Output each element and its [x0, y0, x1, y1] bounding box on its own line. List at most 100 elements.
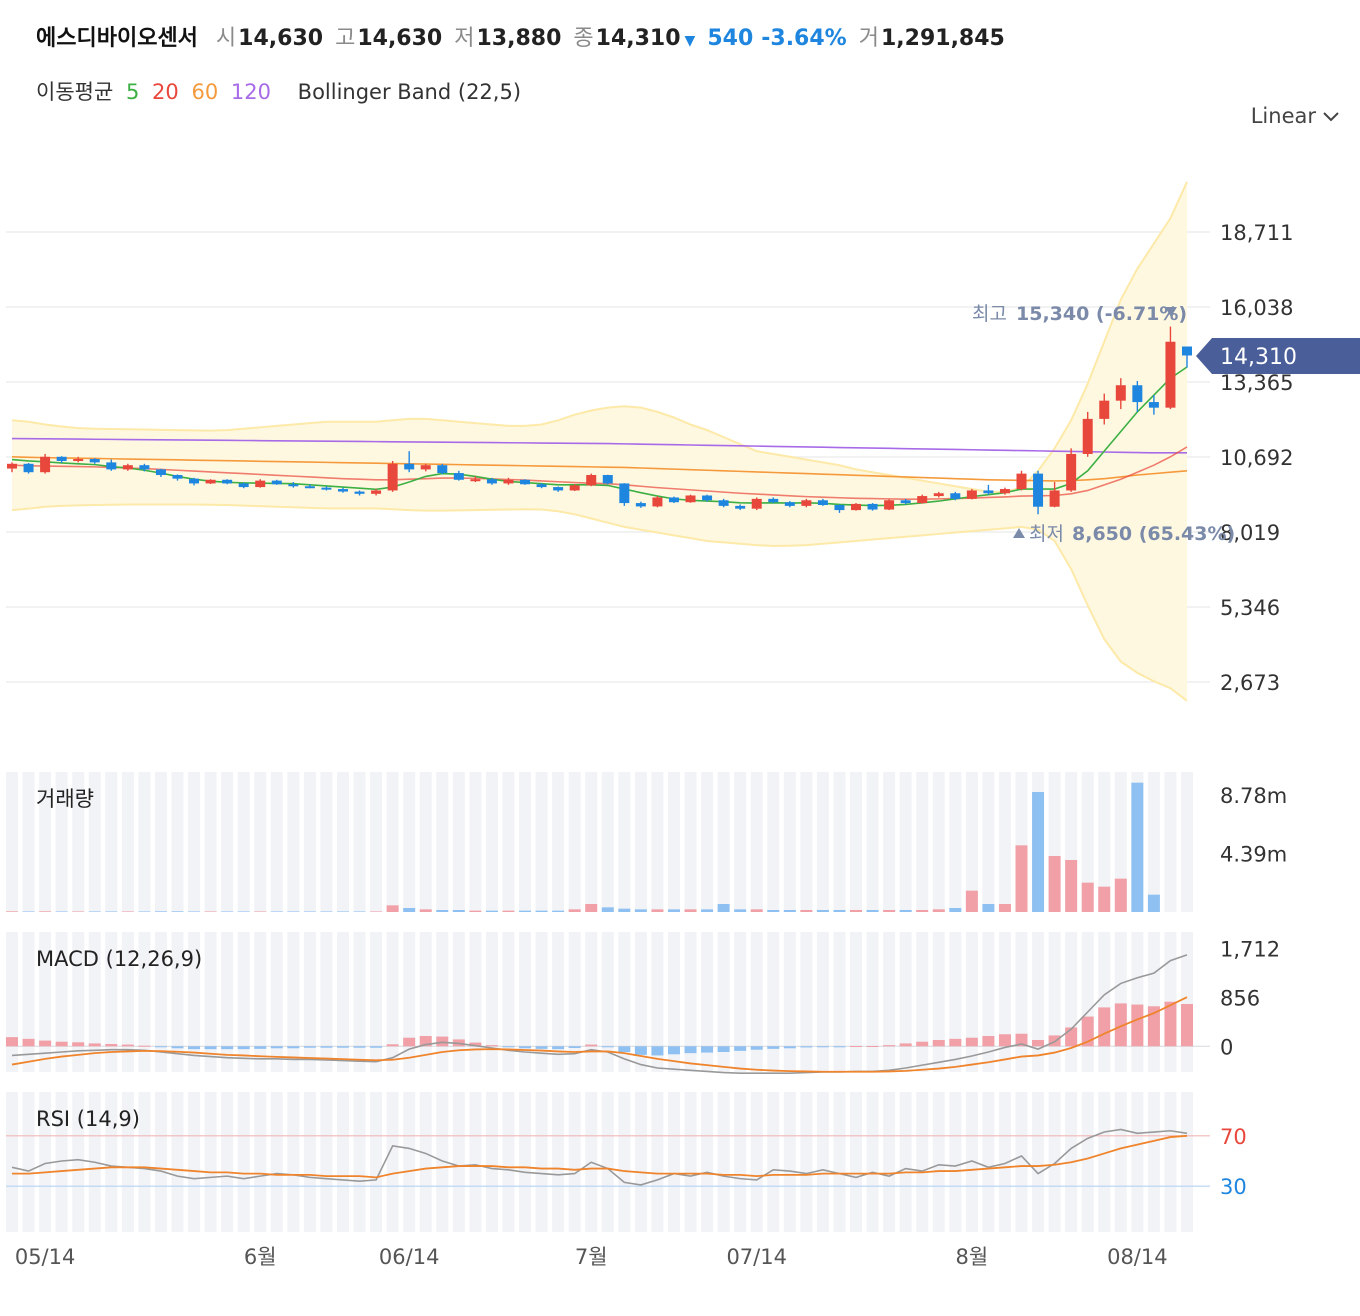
- panel-stripe: [866, 932, 879, 1072]
- panel-stripe: [701, 932, 714, 1072]
- candle: [337, 487, 348, 493]
- macd-histogram-bar: [850, 1046, 863, 1047]
- panel-stripe: [1081, 1092, 1094, 1232]
- panel-stripe: [55, 932, 68, 1072]
- candle: [685, 494, 696, 503]
- macd-histogram-bar: [800, 1046, 813, 1048]
- chevron-down-icon[interactable]: [1322, 110, 1340, 122]
- candle: [89, 458, 100, 464]
- candle-body: [122, 465, 133, 470]
- candle-body: [470, 479, 481, 482]
- change-value: 540: [707, 26, 754, 51]
- macd-tick-label: 0: [1220, 1035, 1233, 1059]
- panel-stripe: [39, 1092, 52, 1232]
- panel-stripe: [767, 1092, 780, 1232]
- candle-body: [884, 500, 895, 510]
- volume-tick-label: 8.78m: [1220, 784, 1287, 808]
- panel-stripe: [105, 932, 118, 1072]
- panel-stripe: [419, 932, 432, 1072]
- panel-stripe: [254, 772, 267, 912]
- candle-body: [89, 459, 100, 463]
- macd-histogram-bar: [1032, 1040, 1045, 1047]
- candle: [884, 499, 895, 511]
- volume-bar: [485, 910, 498, 912]
- macd-histogram-bar: [585, 1044, 598, 1047]
- candle-body: [1115, 385, 1126, 401]
- panel-stripe: [519, 1092, 532, 1232]
- candle-body: [702, 495, 713, 501]
- ma20-label[interactable]: 20: [152, 80, 179, 104]
- candle-body: [851, 503, 862, 511]
- candlesticks[interactable]: [7, 326, 1192, 515]
- panel-stripe: [1114, 932, 1127, 1072]
- panel-stripe: [1131, 1092, 1144, 1232]
- volume-bar: [55, 911, 68, 912]
- macd-histogram-bar: [535, 1046, 548, 1049]
- macd-histogram-bar: [55, 1041, 68, 1047]
- candle: [999, 487, 1010, 495]
- candle: [304, 484, 315, 489]
- macd-histogram-bar: [701, 1046, 714, 1053]
- low-marker-label: 최저: [1029, 523, 1064, 545]
- current-price-tag: 14,310: [1196, 338, 1360, 374]
- panel-stripe: [1181, 772, 1193, 912]
- candle: [553, 486, 564, 492]
- ma120-label[interactable]: 120: [230, 80, 271, 104]
- volume-bar: [734, 909, 747, 912]
- panel-stripe: [734, 1092, 747, 1232]
- volume-bar: [1065, 860, 1078, 912]
- price-tick-label: 18,711: [1220, 221, 1293, 245]
- volume-bar: [39, 911, 52, 912]
- macd-histogram-bar: [1131, 1004, 1144, 1047]
- ma-label: 이동평균: [36, 80, 114, 104]
- panel-stripe: [370, 1092, 383, 1232]
- candle-body: [652, 497, 663, 507]
- volume-bar: [502, 910, 515, 912]
- candle-body: [834, 505, 845, 511]
- candle-body: [685, 495, 696, 503]
- panel-stripe: [204, 1092, 217, 1232]
- volume-bar: [22, 911, 35, 912]
- panel-stripe: [701, 1092, 714, 1232]
- panel-stripe: [121, 772, 134, 912]
- volume-bar: [634, 909, 647, 912]
- volume-title: 거래량: [36, 787, 94, 811]
- panel-stripe: [717, 932, 730, 1072]
- volume-bar: [121, 911, 134, 912]
- volume-bar: [701, 909, 714, 912]
- volume-bar: [568, 909, 581, 912]
- candle-body: [735, 505, 746, 509]
- panel-stripe: [651, 1092, 664, 1232]
- panel-stripe: [833, 1092, 846, 1232]
- candle: [735, 504, 746, 511]
- candle-body: [983, 490, 994, 494]
- panel-stripe: [270, 932, 283, 1072]
- scale-label[interactable]: Linear: [1250, 104, 1316, 128]
- volume-bar: [353, 911, 366, 912]
- date-label: 6월: [244, 1245, 277, 1269]
- candle-body: [1082, 418, 1093, 454]
- macd-histogram-bar: [899, 1043, 912, 1047]
- panel-stripe: [816, 932, 829, 1072]
- ma5-label[interactable]: 5: [125, 80, 140, 104]
- panel-stripe: [1164, 1092, 1177, 1232]
- macd-histogram-bar: [734, 1046, 747, 1051]
- macd-histogram-bar: [568, 1046, 581, 1048]
- panel-stripe: [618, 1092, 631, 1232]
- macd-histogram-bar: [916, 1041, 929, 1047]
- scale-selector[interactable]: Linear: [1251, 104, 1340, 128]
- macd-histogram-bar: [303, 1046, 316, 1048]
- bollinger-label[interactable]: Bollinger Band (22,5): [297, 80, 522, 104]
- date-axis: 05/14 6월 06/14 7월 07/14 8월 08/14: [15, 1245, 1168, 1269]
- ma60-label[interactable]: 60: [191, 80, 219, 104]
- panel-stripe: [651, 932, 664, 1072]
- indicator-legend[interactable]: 이동평균 5 20 60 120 Bollinger Band (22,5): [36, 76, 527, 106]
- date-label: 08/14: [1107, 1245, 1168, 1269]
- panel-stripe: [734, 772, 747, 912]
- panel-stripe: [452, 932, 465, 1072]
- macd-histogram-bar: [816, 1046, 829, 1048]
- volume-bar: [1098, 886, 1111, 912]
- panel-stripe: [601, 1092, 614, 1232]
- candle-body: [222, 479, 233, 484]
